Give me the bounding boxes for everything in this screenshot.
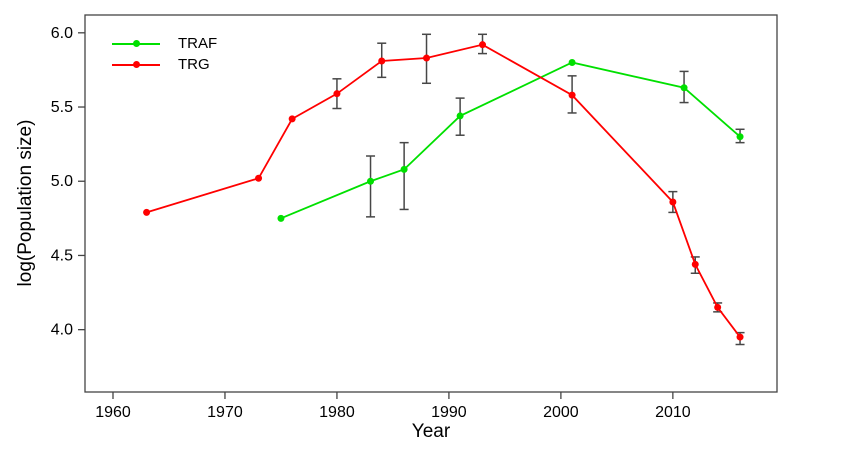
plot-frame: [84, 14, 778, 393]
data-point-trg: [423, 54, 431, 62]
data-point-trg: [479, 41, 487, 49]
legend-swatch-trg: [112, 61, 160, 68]
x-axis-tick-label: 2000: [543, 404, 579, 421]
data-point-traf: [277, 214, 285, 222]
data-point-traf: [456, 112, 464, 120]
x-axis-tick-label: 1990: [431, 404, 467, 421]
data-point-traf: [568, 58, 576, 66]
legend-dot-trg: [133, 61, 140, 68]
data-point-trg: [143, 208, 151, 216]
data-point-trg: [333, 90, 341, 98]
legend-item-traf: TRAF: [112, 33, 217, 54]
legend: TRAF TRG: [112, 33, 217, 75]
data-point-traf: [400, 165, 408, 173]
data-point-trg: [255, 174, 263, 182]
series-line-traf: [280, 61, 741, 220]
legend-dot-traf: [133, 40, 140, 47]
data-point-traf: [680, 84, 688, 92]
data-point-traf: [367, 177, 375, 185]
data-point-trg: [568, 91, 576, 99]
data-point-trg: [691, 260, 699, 268]
data-point-trg: [736, 333, 744, 341]
y-axis-tick-label: 6.0: [51, 25, 73, 42]
y-axis-tick-label: 4.0: [51, 322, 73, 339]
y-axis-tick-label: 5.0: [51, 173, 73, 190]
x-axis-tick-label: 2010: [655, 404, 691, 421]
data-point-trg: [669, 198, 677, 206]
legend-label-trg: TRG: [178, 56, 210, 73]
legend-swatch-traf: [112, 40, 160, 47]
legend-item-trg: TRG: [112, 54, 217, 75]
y-axis-tick-label: 5.5: [51, 99, 73, 116]
y-axis-title: log(Population size): [15, 119, 36, 287]
x-axis-tick-label: 1970: [207, 404, 243, 421]
series-line-trg: [146, 43, 741, 338]
x-axis-tick-label: 1960: [95, 404, 131, 421]
data-point-trg: [714, 303, 722, 311]
data-point-traf: [736, 133, 744, 141]
data-point-trg: [378, 57, 386, 65]
legend-label-traf: TRAF: [178, 35, 218, 52]
x-axis-title: Year: [411, 421, 451, 442]
x-axis-tick-label: 1980: [319, 404, 355, 421]
y-axis-tick-label: 4.5: [51, 247, 73, 264]
data-point-trg: [288, 115, 296, 123]
